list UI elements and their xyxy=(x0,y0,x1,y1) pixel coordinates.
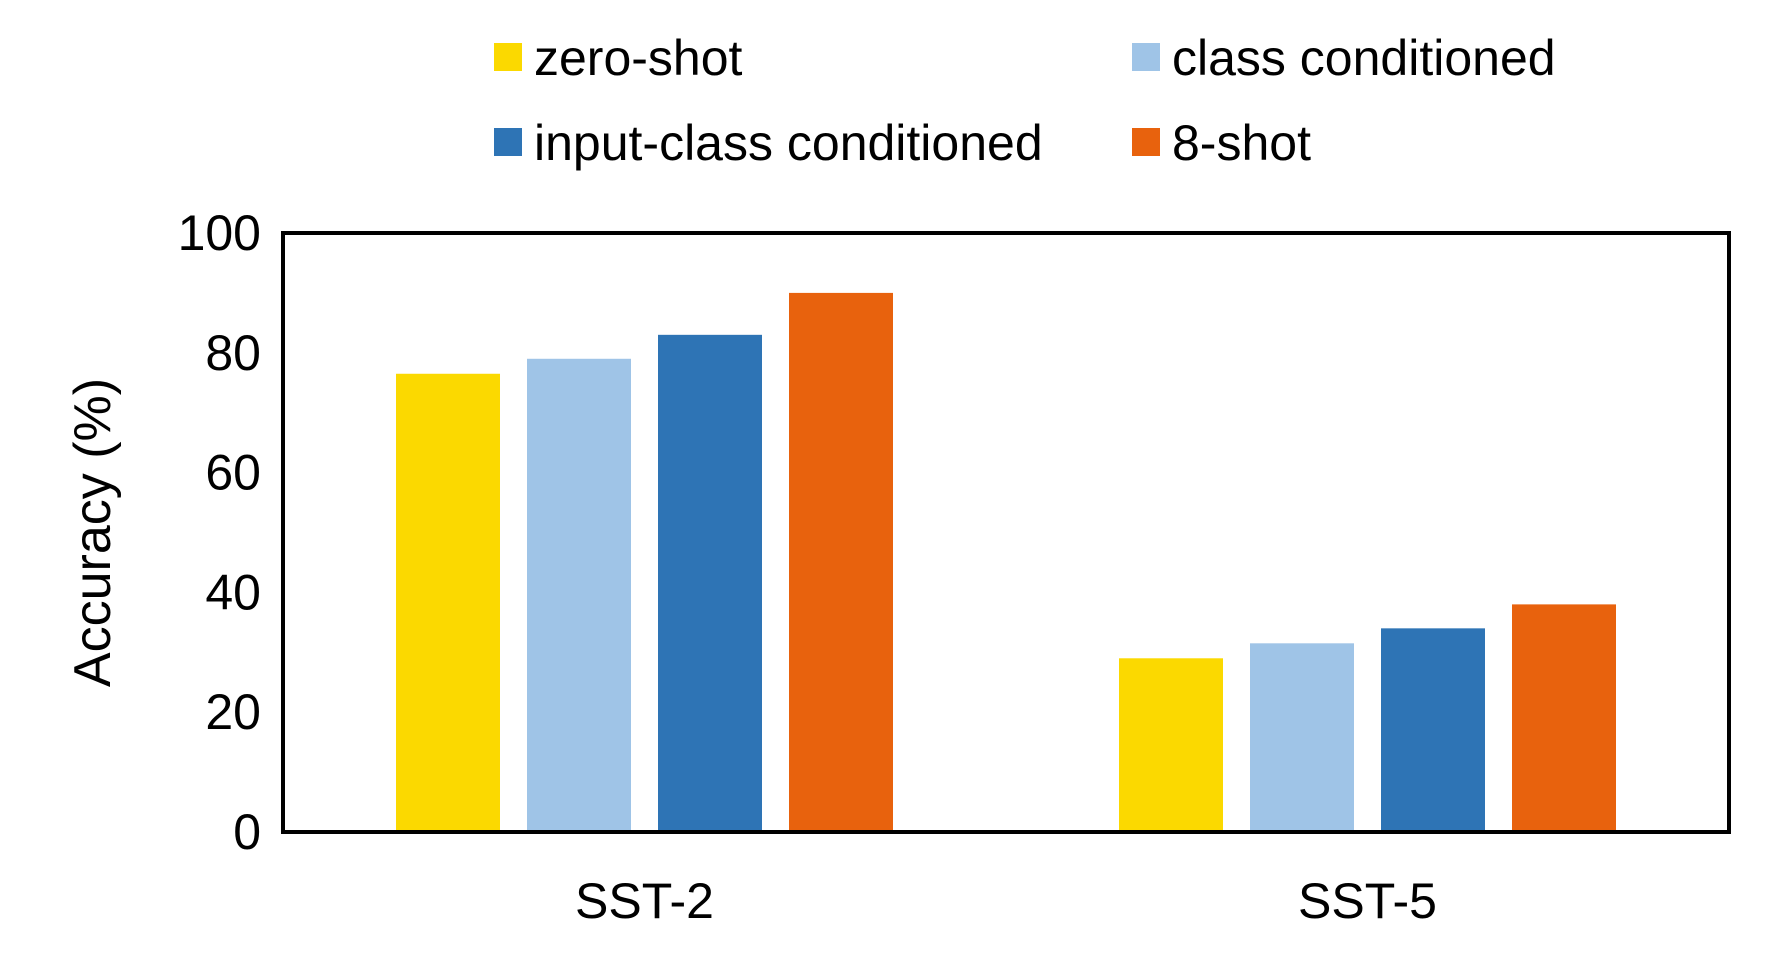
x-axis: SST-2 SST-5 xyxy=(575,873,1437,929)
bar-sst-5-input-class-conditioned xyxy=(1381,628,1485,832)
y-axis: 0 20 40 60 80 100 Accuracy (%) xyxy=(64,205,261,860)
legend-swatch xyxy=(494,128,522,156)
bar-sst-2-input-class-conditioned xyxy=(658,334,762,832)
legend-item: 8-shot xyxy=(1132,115,1311,171)
bar-sst-5-zero-shot xyxy=(1119,658,1223,832)
bar-sst-5-class-conditioned xyxy=(1250,643,1354,832)
y-tick-label: 60 xyxy=(205,445,261,501)
legend-label: 8-shot xyxy=(1172,115,1311,171)
legend-swatch xyxy=(1132,43,1160,71)
legend-item: input-class conditioned xyxy=(494,115,1043,171)
legend-swatch xyxy=(494,43,522,71)
bar-sst-2-8-shot xyxy=(789,292,893,832)
y-tick-label: 100 xyxy=(178,205,261,261)
legend-item: class conditioned xyxy=(1132,30,1556,86)
y-axis-title: Accuracy (%) xyxy=(64,378,122,687)
bar-sst-2-zero-shot xyxy=(396,373,500,832)
plot-frame xyxy=(281,231,1731,834)
legend: zero-shot class conditioned input-class co… xyxy=(494,30,1556,171)
legend-swatch xyxy=(1132,128,1160,156)
y-tick-label: 40 xyxy=(205,564,261,620)
y-tick-label: 80 xyxy=(205,325,261,381)
legend-item: zero-shot xyxy=(494,30,743,86)
bar-sst-5-8-shot xyxy=(1512,604,1616,832)
bars xyxy=(396,292,1616,832)
bar-sst-2-class-conditioned xyxy=(527,358,631,832)
y-tick-label: 20 xyxy=(205,684,261,740)
legend-label: input-class conditioned xyxy=(534,115,1043,171)
y-tick-label: 0 xyxy=(233,804,261,860)
x-category-label: SST-5 xyxy=(1298,873,1437,929)
legend-label: class conditioned xyxy=(1172,30,1556,86)
legend-label: zero-shot xyxy=(534,30,743,86)
x-category-label: SST-2 xyxy=(575,873,714,929)
